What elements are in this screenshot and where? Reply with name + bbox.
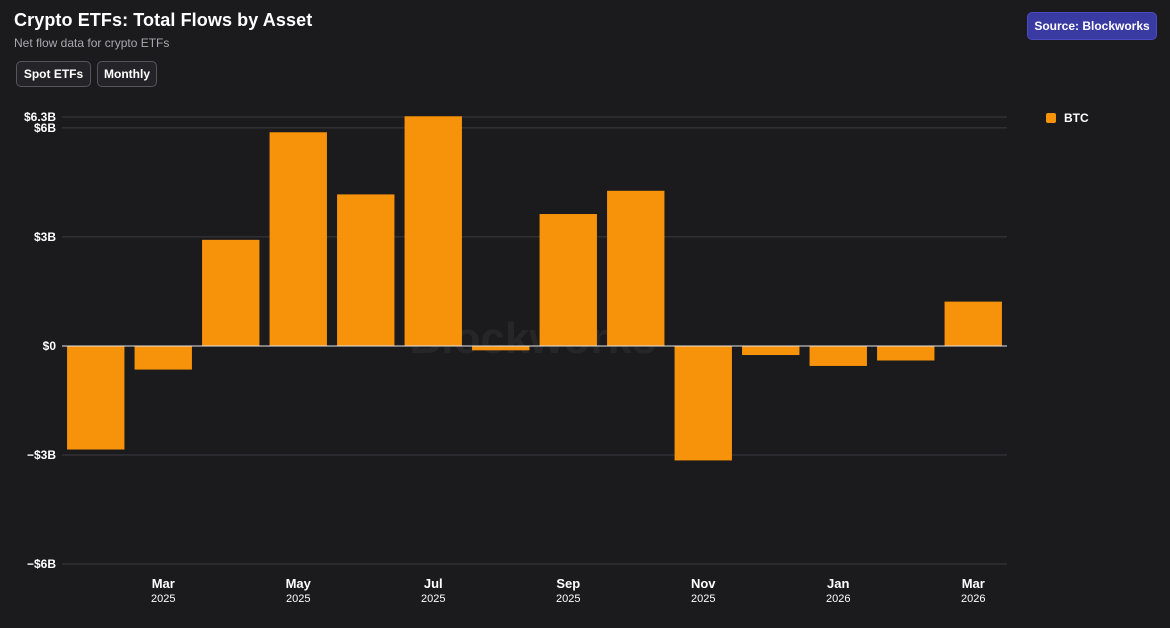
bar-btc-13[interactable] [944, 301, 1002, 346]
bar-btc-4[interactable] [337, 194, 395, 346]
bar-btc-3[interactable] [269, 132, 327, 346]
y-tick-label: $6.3B [24, 110, 56, 124]
y-tick-label: $6B [34, 121, 56, 135]
bar-btc-7[interactable] [539, 214, 597, 346]
bar-btc-5[interactable] [404, 116, 462, 346]
x-tick-month: Jul [424, 576, 443, 591]
x-tick-year: 2026 [961, 593, 985, 605]
x-tick-month: Jan [827, 576, 849, 591]
y-tick-label: $0 [43, 339, 57, 353]
bar-btc-9[interactable] [674, 345, 732, 461]
legend[interactable]: BTC [1046, 111, 1089, 125]
y-tick-label: $3B [34, 230, 56, 244]
x-tick-year: 2025 [691, 593, 715, 605]
legend-swatch-btc [1046, 113, 1056, 123]
x-tick-year: 2026 [826, 593, 850, 605]
x-tick-year: 2025 [286, 593, 310, 605]
monthly-button[interactable]: Monthly [97, 61, 157, 87]
x-tick-month: Mar [152, 576, 175, 591]
bar-btc-11[interactable] [809, 345, 867, 366]
x-tick-month: Nov [691, 576, 716, 591]
legend-label-btc: BTC [1064, 111, 1089, 125]
x-tick-month: Mar [962, 576, 985, 591]
source-button[interactable]: Source: Blockworks [1027, 12, 1157, 40]
x-tick-year: 2025 [556, 593, 580, 605]
bar-btc-12[interactable] [877, 345, 935, 361]
bar-btc-1[interactable] [134, 345, 192, 370]
bar-btc-8[interactable] [607, 190, 665, 346]
y-tick-label: −$6B [27, 557, 56, 571]
bar-btc-10[interactable] [742, 345, 800, 356]
y-tick-label: −$3B [27, 448, 56, 462]
bar-btc-0[interactable] [67, 345, 125, 450]
x-tick-month: Sep [556, 576, 580, 591]
spot-etfs-button[interactable]: Spot ETFs [16, 61, 91, 87]
chart-title: Crypto ETFs: Total Flows by Asset [14, 10, 313, 30]
bar-btc-6[interactable] [472, 345, 530, 351]
x-tick-year: 2025 [151, 593, 175, 605]
x-tick-month: May [286, 576, 312, 591]
bar-btc-2[interactable] [202, 239, 260, 346]
chart-subtitle: Net flow data for crypto ETFs [14, 36, 170, 50]
x-tick-year: 2025 [421, 593, 445, 605]
